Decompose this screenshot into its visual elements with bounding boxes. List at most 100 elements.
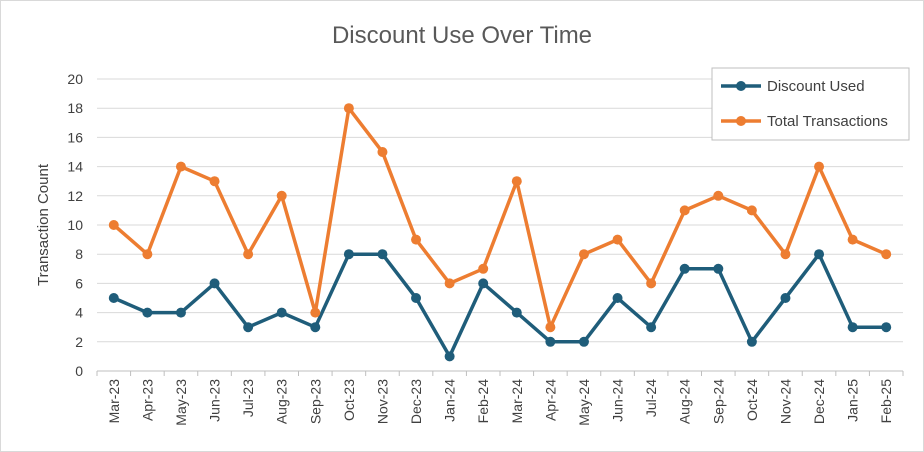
data-point-discount-used xyxy=(142,307,153,318)
data-point-discount-used xyxy=(578,336,589,347)
data-point-total-transactions xyxy=(142,249,153,260)
data-point-discount-used xyxy=(511,307,522,318)
y-tick-label: 20 xyxy=(67,71,83,87)
y-tick-label: 8 xyxy=(75,246,83,262)
x-tick-label: Feb-25 xyxy=(878,379,894,424)
data-point-total-transactions xyxy=(713,190,724,201)
data-point-discount-used xyxy=(108,293,119,303)
data-point-total-transactions xyxy=(108,220,119,230)
x-tick-label: Feb-24 xyxy=(475,379,491,424)
data-point-total-transactions xyxy=(679,205,690,216)
legend-marker-discount-used xyxy=(736,81,746,91)
data-point-total-transactions xyxy=(780,249,791,260)
data-point-total-transactions xyxy=(310,307,321,318)
x-tick-label: Jul-23 xyxy=(240,379,256,417)
x-tick-label: Dec-23 xyxy=(408,379,424,424)
data-point-total-transactions xyxy=(243,249,254,260)
legend-box xyxy=(711,67,910,141)
data-point-total-transactions xyxy=(444,278,455,289)
legend-label-total-transactions: Total Transactions xyxy=(767,113,888,130)
data-point-discount-used xyxy=(881,322,892,333)
data-point-total-transactions xyxy=(209,176,220,187)
data-point-total-transactions xyxy=(545,322,556,333)
series-line-total-transactions xyxy=(112,106,888,329)
data-point-discount-used xyxy=(746,336,757,347)
x-axis-ticks: Mar-23 Apr-23 May-23 Jun-23 Jul-23 Aug-23 Sep-… xyxy=(96,371,904,426)
x-tick-label: Aug-23 xyxy=(274,379,290,424)
x-tick-label: Aug-24 xyxy=(677,379,693,424)
data-point-discount-used xyxy=(310,322,321,333)
x-tick-label: Mar-24 xyxy=(509,379,525,424)
data-point-total-transactions xyxy=(881,249,892,260)
y-tick-label: 16 xyxy=(67,129,83,145)
data-point-discount-used xyxy=(478,278,489,289)
x-tick-label: Jul-24 xyxy=(643,379,659,417)
legend: Discount Used Total Transactions xyxy=(711,67,910,141)
y-tick-label: 14 xyxy=(67,159,83,175)
data-point-discount-used xyxy=(243,322,254,333)
x-tick-label: Apr-24 xyxy=(542,379,558,421)
data-point-discount-used xyxy=(646,322,657,333)
x-tick-label: Nov-23 xyxy=(374,379,390,424)
data-point-total-transactions xyxy=(377,147,388,157)
data-point-discount-used xyxy=(679,263,690,274)
data-point-total-transactions xyxy=(746,205,757,216)
data-point-discount-used xyxy=(411,293,422,303)
data-point-discount-used xyxy=(713,263,724,274)
data-point-discount-used xyxy=(343,249,354,260)
y-axis-ticks: 0 2 4 6 8 10 12 14 16 18 20 xyxy=(67,71,83,379)
data-point-discount-used xyxy=(612,293,623,303)
y-tick-label: 10 xyxy=(67,217,83,233)
y-axis-label: Transaction Count xyxy=(35,163,52,286)
series-discount-used xyxy=(108,249,892,362)
data-point-discount-used xyxy=(175,307,186,318)
x-tick-label: Sep-23 xyxy=(307,379,323,424)
x-tick-label: May-24 xyxy=(576,379,592,426)
data-point-total-transactions xyxy=(175,161,186,172)
data-point-discount-used xyxy=(377,249,388,260)
data-point-total-transactions xyxy=(411,234,422,245)
data-point-total-transactions xyxy=(276,190,287,201)
y-tick-label: 6 xyxy=(75,275,83,291)
data-point-total-transactions xyxy=(478,263,489,274)
data-point-discount-used xyxy=(209,278,220,289)
x-tick-label: Jun-24 xyxy=(610,379,626,422)
data-point-discount-used xyxy=(814,249,825,260)
data-point-total-transactions xyxy=(646,278,657,289)
data-point-total-transactions xyxy=(511,176,522,187)
series-group xyxy=(108,103,892,362)
x-tick-label: Jan-24 xyxy=(442,379,458,422)
series-line-discount-used xyxy=(112,252,888,359)
data-point-discount-used xyxy=(276,307,287,318)
y-tick-label: 12 xyxy=(67,188,83,204)
data-point-total-transactions xyxy=(814,161,825,172)
x-tick-label: May-23 xyxy=(173,379,189,426)
data-point-total-transactions xyxy=(343,103,354,114)
x-tick-label: Oct-24 xyxy=(744,379,760,421)
data-point-total-transactions xyxy=(847,234,858,245)
data-point-total-transactions xyxy=(612,234,623,245)
data-point-discount-used xyxy=(847,322,858,333)
x-tick-label: Apr-23 xyxy=(139,379,155,421)
chart-title: Discount Use Over Time xyxy=(332,22,592,49)
x-tick-label: Sep-24 xyxy=(710,379,726,424)
x-tick-label: Oct-23 xyxy=(341,379,357,421)
y-tick-label: 4 xyxy=(75,305,83,321)
y-tick-label: 2 xyxy=(75,334,83,350)
y-tick-label: 0 xyxy=(75,363,83,379)
x-tick-label: Jun-23 xyxy=(207,379,223,422)
y-tick-label: 18 xyxy=(67,100,83,116)
x-tick-label: Dec-24 xyxy=(811,379,827,424)
data-point-discount-used xyxy=(545,336,556,347)
data-point-total-transactions xyxy=(578,249,589,260)
series-total-transactions xyxy=(108,103,892,333)
x-tick-label: Mar-23 xyxy=(106,379,122,424)
x-tick-label: Nov-24 xyxy=(777,379,793,424)
data-point-discount-used xyxy=(444,351,455,362)
x-tick-label: Jan-25 xyxy=(845,379,861,422)
data-point-discount-used xyxy=(780,293,791,303)
legend-marker-total-transactions xyxy=(736,116,746,126)
legend-label-discount-used: Discount Used xyxy=(767,78,865,95)
